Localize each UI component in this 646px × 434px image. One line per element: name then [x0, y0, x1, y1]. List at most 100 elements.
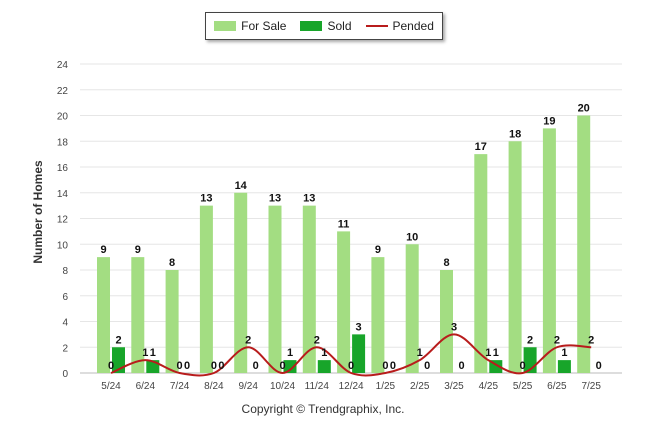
legend[interactable]: For Sale Sold Pended	[205, 12, 443, 40]
x-tick-label: 7/25	[581, 381, 601, 392]
y-tick-label: 18	[57, 137, 69, 148]
data-label-sold: 1	[493, 347, 499, 359]
bar-sold	[352, 334, 366, 373]
data-label-for-sale: 18	[509, 128, 521, 140]
pended-line	[110, 333, 592, 377]
x-tick-label: 6/25	[547, 381, 567, 392]
data-label-sold: 2	[527, 334, 533, 346]
data-label-sold: 1	[150, 347, 156, 359]
bar-for-sale	[440, 270, 453, 373]
bar-for-sale	[268, 205, 282, 373]
bar-for-sale	[337, 231, 351, 373]
data-label-pended: 2	[245, 334, 251, 346]
gridlines	[80, 63, 622, 374]
y-tick-label: 4	[62, 318, 68, 329]
y-tick-label: 6	[62, 292, 68, 303]
data-label-pended: 0	[211, 360, 217, 372]
y-tick-label: 16	[57, 163, 69, 174]
data-label-for-sale: 8	[443, 257, 449, 269]
bar-sold	[283, 360, 297, 373]
data-label-sold: 3	[356, 321, 362, 333]
data-label-for-sale: 11	[338, 218, 350, 230]
legend-item-for-sale[interactable]: For Sale	[214, 19, 286, 33]
data-label-sold: 0	[218, 360, 224, 372]
data-label-for-sale: 10	[406, 231, 418, 243]
x-tick-label: 3/25	[444, 381, 464, 392]
series-pended	[110, 333, 592, 377]
x-tick-label: 1/25	[376, 381, 396, 392]
data-label-pended: 0	[520, 360, 526, 372]
data-label-for-sale: 14	[235, 180, 248, 192]
x-tick-label: 5/24	[101, 381, 121, 392]
data-label-for-sale: 17	[475, 141, 487, 153]
data-label-pended: 1	[142, 347, 148, 359]
bar-for-sale	[302, 205, 316, 373]
data-label-pended: 0	[348, 360, 354, 372]
data-label-for-sale: 9	[100, 244, 106, 256]
data-label-sold: 1	[287, 347, 293, 359]
data-label-pended: 0	[382, 360, 388, 372]
legend-item-sold[interactable]: Sold	[300, 19, 352, 33]
legend-label-sold: Sold	[327, 19, 352, 33]
y-tick-label: 12	[57, 215, 69, 226]
bar-for-sale	[199, 205, 213, 373]
bar-for-sale	[234, 192, 248, 373]
data-label-pended: 1	[485, 347, 491, 359]
data-label-pended: 0	[279, 360, 285, 372]
y-tick-label: 20	[57, 112, 69, 123]
bar-for-sale	[474, 154, 488, 373]
y-tick-label: 22	[57, 86, 69, 97]
x-tick-label: 4/25	[479, 381, 499, 392]
y-tick-label: 10	[57, 240, 69, 251]
data-label-sold: 2	[115, 334, 121, 346]
data-label-sold: 0	[253, 360, 259, 372]
x-tick-label: 7/24	[170, 381, 190, 392]
data-label-pended: 0	[108, 360, 114, 372]
bar-sold	[112, 347, 125, 373]
legend-label-pended: Pended	[392, 19, 434, 33]
bar-for-sale	[405, 244, 419, 373]
data-label-for-sale: 20	[578, 103, 590, 115]
data-label-sold: 0	[596, 360, 602, 372]
data-label-pended: 1	[417, 347, 423, 359]
data-label-sold: 0	[390, 360, 396, 372]
data-label-for-sale: 9	[135, 244, 141, 256]
legend-item-pended[interactable]: Pended	[365, 19, 434, 33]
x-tick-label: 10/24	[270, 381, 295, 392]
bar-for-sale	[165, 270, 179, 373]
bar-for-sale	[508, 141, 522, 373]
data-label-sold: 0	[184, 360, 190, 372]
data-label-for-sale: 8	[169, 257, 175, 269]
copyright-credit: Copyright © Trendgraphix, Inc.	[241, 402, 405, 416]
x-tick-label: 2/25	[410, 381, 430, 392]
y-tick-label: 24	[57, 60, 69, 71]
data-label-for-sale: 19	[543, 115, 555, 127]
data-label-pended: 2	[314, 334, 320, 346]
y-tick-label: 8	[62, 266, 68, 277]
x-axis-ticks: 5/24 6/24 7/24 8/24 9/24 10/24 11/24 12/24 1/25 2…	[101, 381, 601, 392]
y-tick-label: 14	[57, 189, 69, 200]
data-label-sold: 1	[321, 347, 327, 359]
bar-for-sale	[542, 128, 556, 373]
sold-swatch	[300, 21, 323, 31]
bar-for-sale	[97, 257, 110, 373]
x-tick-label: 9/24	[238, 381, 258, 392]
bar-for-sale	[131, 257, 145, 373]
data-label-pended: 2	[588, 334, 594, 346]
x-tick-label: 6/24	[136, 381, 156, 392]
bar-for-sale	[371, 257, 385, 373]
data-label-sold: 0	[458, 360, 464, 372]
data-label-sold: 1	[561, 347, 567, 359]
legend-label-for-sale: For Sale	[241, 19, 287, 33]
x-tick-label: 5/25	[513, 381, 533, 392]
x-tick-label: 12/24	[339, 381, 364, 392]
y-tick-label: 0	[62, 369, 68, 380]
y-axis-label: Number of Homes	[31, 160, 45, 264]
bar-sold	[557, 360, 571, 373]
x-tick-label: 11/24	[305, 381, 330, 392]
bar-for-sale	[577, 115, 591, 373]
data-label-for-sale: 13	[200, 193, 212, 205]
y-tick-label: 2	[62, 343, 68, 354]
